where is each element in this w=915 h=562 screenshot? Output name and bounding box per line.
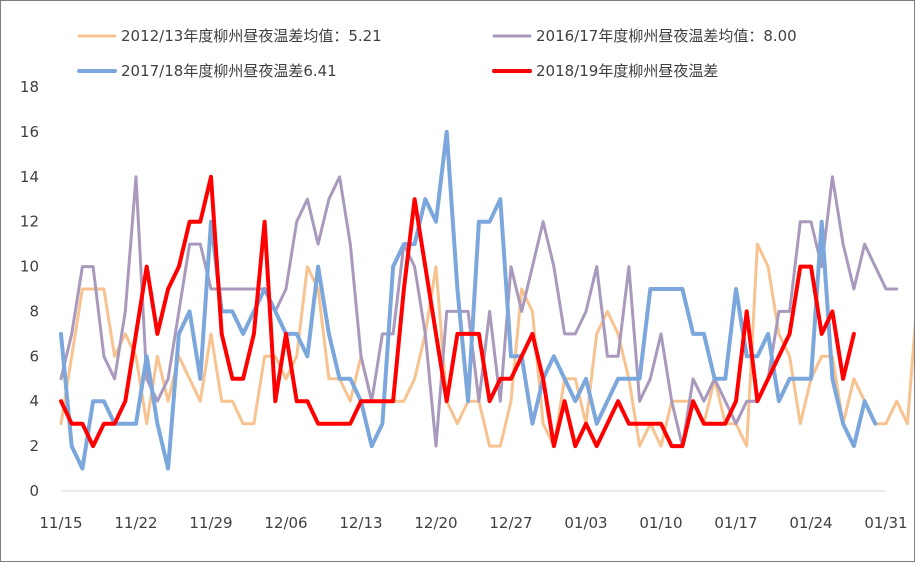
- x-tick-label: 01/17: [714, 514, 757, 532]
- x-tick-label: 01/03: [564, 514, 607, 532]
- legend-label: 2017/18年度柳州昼夜温差6.41: [121, 62, 337, 80]
- y-axis: 0 2 4 6 8 10 12 14 16 18: [20, 78, 39, 500]
- legend-label: 2016/17年度柳州昼夜温差均值：8.00: [536, 27, 797, 45]
- y-tick-label: 2: [29, 437, 39, 455]
- series-line-2: [59, 129, 878, 471]
- x-tick-label: 12/06: [264, 514, 307, 532]
- x-tick-label: 01/10: [639, 514, 682, 532]
- series-line-3: [59, 174, 856, 449]
- y-tick-label: 8: [29, 302, 39, 320]
- x-tick-label: 01/31: [864, 514, 907, 532]
- legend-label: 2018/19年度柳州昼夜温差: [536, 62, 718, 80]
- x-axis: 11/15 11/22 11/29 12/06 12/13 12/20 12/27 01/03…: [39, 490, 908, 532]
- y-tick-label: 18: [20, 78, 39, 96]
- y-tick-label: 16: [20, 123, 39, 141]
- y-tick-label: 0: [29, 482, 39, 500]
- x-tick-label: 12/20: [414, 514, 457, 532]
- x-tick-label: 01/24: [789, 514, 832, 532]
- y-tick-label: 4: [29, 392, 39, 410]
- y-tick-label: 14: [20, 168, 39, 186]
- x-tick-label: 11/29: [189, 514, 232, 532]
- plot-lines: [59, 129, 914, 471]
- y-tick-label: 10: [20, 258, 39, 276]
- x-tick-label: 12/27: [489, 514, 532, 532]
- x-tick-label: 11/15: [39, 514, 82, 532]
- legend: 2012/13年度柳州昼夜温差均值：5.21 2016/17年度柳州昼夜温差均值：…: [77, 27, 797, 80]
- y-tick-label: 6: [29, 347, 39, 365]
- y-tick-label: 12: [20, 213, 39, 231]
- x-tick-label: 11/22: [114, 514, 157, 532]
- legend-label: 2012/13年度柳州昼夜温差均值：5.21: [121, 27, 382, 45]
- x-tick-label: 12/13: [339, 514, 382, 532]
